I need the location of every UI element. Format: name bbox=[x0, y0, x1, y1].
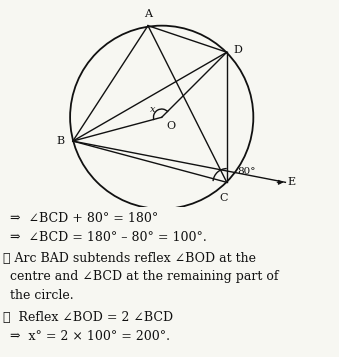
Text: O: O bbox=[166, 121, 176, 131]
Text: E: E bbox=[288, 177, 296, 187]
Text: centre and ∠BCD at the remaining part of: centre and ∠BCD at the remaining part of bbox=[10, 270, 279, 283]
Text: ⇒  ∠BCD = 180° – 80° = 100°.: ⇒ ∠BCD = 180° – 80° = 100°. bbox=[10, 231, 207, 244]
Text: x: x bbox=[150, 105, 155, 114]
Text: ∴  Reflex ∠BOD = 2 ∠BCD: ∴ Reflex ∠BOD = 2 ∠BCD bbox=[3, 311, 174, 324]
Text: ⇒  ∠BCD + 80° = 180°: ⇒ ∠BCD + 80° = 180° bbox=[10, 212, 158, 225]
Text: ⇒  x° = 2 × 100° = 200°.: ⇒ x° = 2 × 100° = 200°. bbox=[10, 330, 170, 343]
Text: C: C bbox=[220, 193, 228, 203]
Text: B: B bbox=[57, 136, 65, 146]
Text: ∴ Arc BAD subtends reflex ∠BOD at the: ∴ Arc BAD subtends reflex ∠BOD at the bbox=[3, 252, 256, 265]
Text: 80°: 80° bbox=[237, 167, 255, 176]
Text: D: D bbox=[233, 45, 242, 55]
Text: A: A bbox=[144, 9, 152, 19]
Text: the circle.: the circle. bbox=[10, 289, 74, 302]
